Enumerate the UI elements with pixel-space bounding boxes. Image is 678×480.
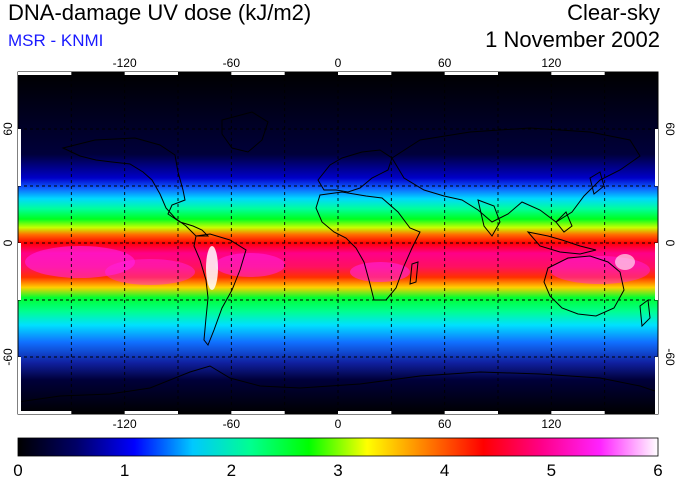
colorbar-tick-label: 2: [227, 461, 236, 480]
latitude-tick-label: 60: [1, 122, 15, 136]
latitude-tick-label: -60: [1, 348, 15, 366]
colorbar-tick-label: 3: [333, 461, 342, 480]
map-title: DNA-damage UV dose (kJ/m2): [8, 0, 312, 25]
bottom-longitude-labels: -120 -60 0 60 120: [113, 417, 562, 431]
colorbar-tick-label: 4: [440, 461, 449, 480]
coastlines: [18, 111, 658, 403]
left-latitude-labels: 60 0 -60: [1, 122, 15, 366]
longitude-tick-label: -60: [223, 56, 241, 70]
latitude-tick-label: 0: [1, 239, 15, 246]
colorbar-tick-label: 0: [13, 461, 22, 480]
latitude-tick-label: 0: [663, 240, 677, 247]
colorbar-tick-label: 6: [653, 461, 662, 480]
top-longitude-labels: -120 -60 0 60 120: [113, 56, 562, 70]
longitude-tick-label: 0: [335, 56, 342, 70]
source-label: MSR - KNMI: [8, 31, 104, 50]
longitude-tick-label: 0: [335, 417, 342, 431]
colorbar-tick-label: 5: [547, 461, 556, 480]
date-label: 1 November 2002: [485, 27, 660, 52]
sky-condition-label: Clear-sky: [567, 0, 660, 25]
right-latitude-labels: 60 0 -60: [663, 122, 677, 366]
longitude-tick-label: 60: [438, 56, 452, 70]
longitude-tick-label: 60: [438, 417, 452, 431]
latitude-tick-label: 60: [663, 122, 677, 136]
longitude-tick-label: -120: [113, 56, 137, 70]
colorbar-labels: 0 1 2 3 4 5 6: [13, 461, 662, 480]
graticule-grid: [18, 72, 658, 414]
longitude-tick-label: -120: [113, 417, 137, 431]
colorbar-tick-label: 1: [120, 461, 129, 480]
longitude-tick-label: -60: [223, 417, 241, 431]
longitude-tick-label: 120: [541, 56, 561, 70]
longitude-tick-label: 120: [541, 417, 561, 431]
colorbar: [17, 437, 659, 457]
frame-tick-marks: [18, 72, 658, 414]
latitude-tick-label: -60: [663, 348, 677, 366]
